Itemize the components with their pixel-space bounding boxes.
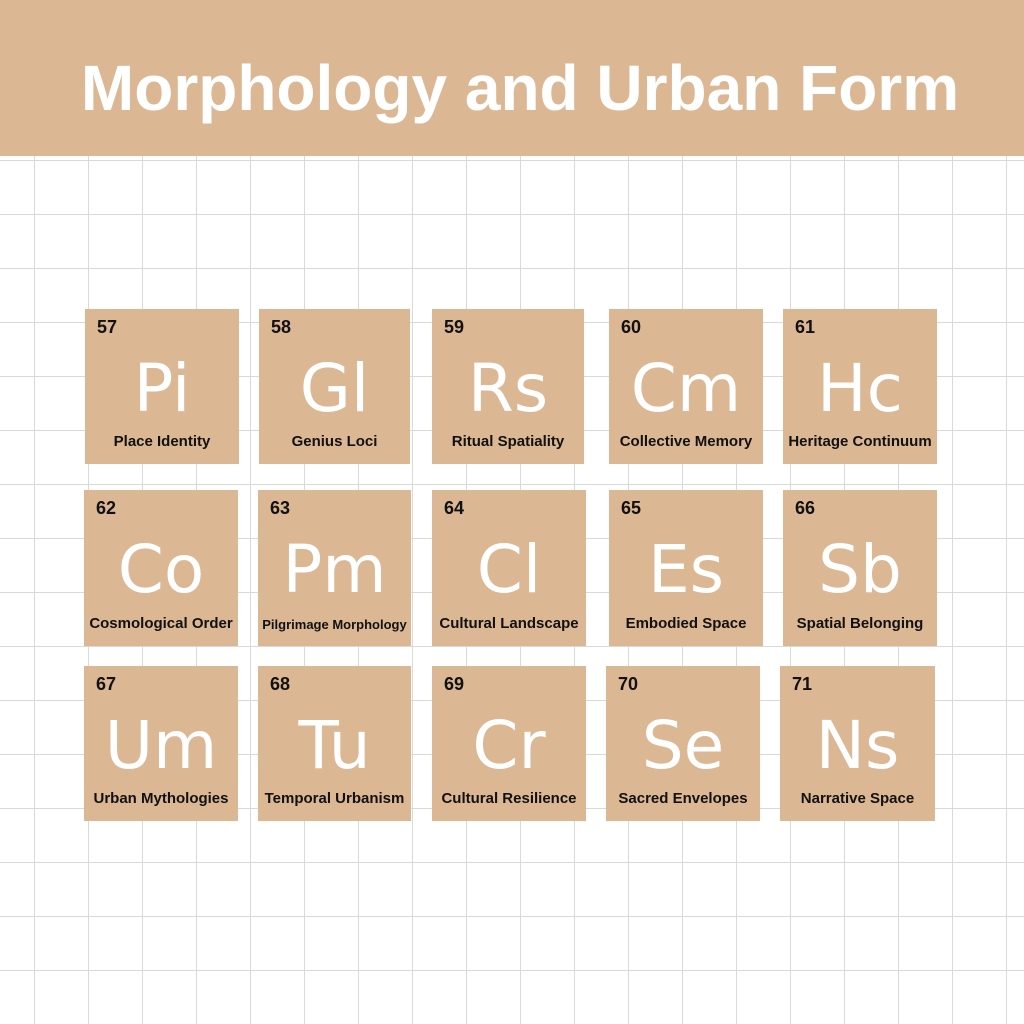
element-name: Ritual Spatiality (451, 433, 565, 450)
element-name: Place Identity (113, 433, 211, 450)
atomic-number: 68 (270, 674, 291, 694)
atomic-number: 67 (96, 674, 117, 694)
atomic-number: 61 (795, 317, 816, 337)
element-symbol: Se (641, 707, 725, 784)
element-symbol: Cr (472, 707, 546, 784)
element-tile: 68 Tu Temporal Urbanism (258, 666, 411, 821)
atomic-number: 66 (795, 498, 816, 518)
atomic-number: 64 (444, 498, 465, 518)
element-name: Narrative Space (800, 790, 915, 807)
element-tile: 58 Gl Genius Loci (259, 309, 410, 464)
atomic-number: 57 (97, 317, 118, 337)
element-tile: 63 Pm Pilgrimage Morphology (258, 490, 411, 646)
atomic-number: 60 (621, 317, 642, 337)
element-tile: 60 Cm Collective Memory (609, 309, 763, 464)
element-tile: 69 Cr Cultural Resilience (432, 666, 586, 821)
element-symbol: Rs (467, 350, 549, 427)
atomic-number: 62 (96, 498, 117, 518)
atomic-number: 69 (444, 674, 465, 694)
element-name: Cultural Landscape (439, 615, 579, 632)
element-name: Urban Mythologies (93, 790, 229, 807)
element-symbol: Ns (815, 707, 900, 784)
atomic-number: 63 (270, 498, 291, 518)
element-symbol: Es (647, 531, 725, 608)
element-tile: 64 Cl Cultural Landscape (432, 490, 586, 646)
element-symbol: Tu (298, 707, 371, 784)
element-tile: 57 Pi Place Identity (85, 309, 239, 464)
element-tile: 61 Hc Heritage Continuum (783, 309, 937, 464)
element-symbol: Pi (133, 350, 191, 427)
element-name: Collective Memory (619, 433, 753, 450)
element-tile: 71 Ns Narrative Space (780, 666, 935, 821)
element-name: Pilgrimage Morphology (262, 617, 407, 632)
element-tile: 59 Rs Ritual Spatiality (432, 309, 584, 464)
page-title: Morphology and Urban Form (80, 52, 960, 124)
element-name: Temporal Urbanism (264, 790, 405, 807)
element-symbol: Sb (818, 531, 902, 608)
element-name: Heritage Continuum (788, 433, 932, 450)
element-name: Embodied Space (625, 615, 747, 632)
title-banner: Morphology and Urban Form (0, 0, 1024, 156)
element-symbol: Um (104, 707, 218, 784)
element-name: Cultural Resilience (441, 790, 577, 807)
element-name: Genius Loci (291, 433, 378, 450)
element-symbol: Pm (282, 531, 387, 608)
atomic-number: 59 (444, 317, 465, 337)
atomic-number: 58 (271, 317, 292, 337)
element-symbol: Hc (817, 350, 903, 427)
element-name: Cosmological Order (89, 615, 233, 632)
element-symbol: Co (117, 531, 205, 608)
element-symbol: Cl (476, 531, 542, 608)
element-tile: 66 Sb Spatial Belonging (783, 490, 937, 646)
element-tile: 65 Es Embodied Space (609, 490, 763, 646)
element-symbol: Gl (299, 350, 370, 427)
atomic-number: 70 (618, 674, 639, 694)
element-symbol: Cm (630, 350, 742, 427)
element-name: Sacred Envelopes (618, 790, 748, 807)
element-tile: 70 Se Sacred Envelopes (606, 666, 760, 821)
atomic-number: 65 (621, 498, 642, 518)
element-tile: 62 Co Cosmological Order (84, 490, 238, 646)
atomic-number: 71 (792, 674, 813, 694)
element-name: Spatial Belonging (796, 615, 924, 632)
element-tile: 67 Um Urban Mythologies (84, 666, 238, 821)
